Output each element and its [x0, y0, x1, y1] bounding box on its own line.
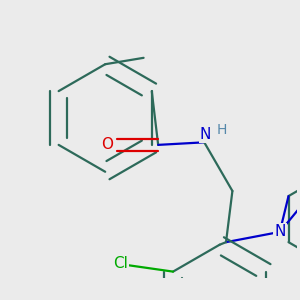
Text: Cl: Cl: [113, 256, 128, 272]
Text: N: N: [200, 127, 211, 142]
Text: N: N: [274, 224, 286, 239]
Text: H: H: [217, 122, 227, 136]
Text: O: O: [101, 137, 113, 152]
